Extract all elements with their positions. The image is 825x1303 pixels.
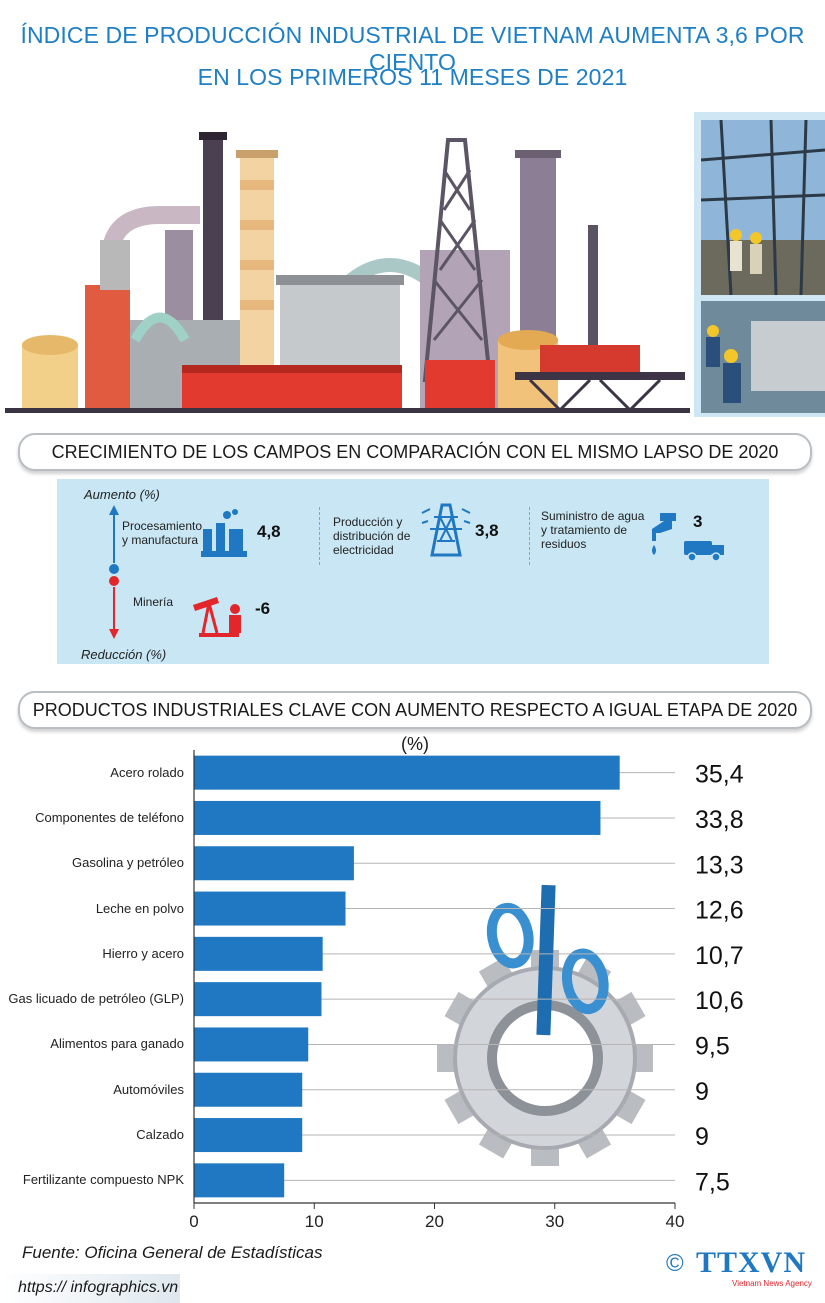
field-electricity-name-2: distribución de [333, 529, 411, 543]
value-label: 10,7 [695, 942, 744, 970]
growth-panel: Aumento (%) Reducción (%) Procesamiento … [57, 479, 769, 664]
water-tap-icon [652, 513, 676, 555]
url-band [0, 1274, 180, 1303]
field-divider [319, 507, 320, 565]
field-electricity-value: 3,8 [475, 521, 499, 540]
growth-section-heading: CRECIMIENTO DE LOS CAMPOS EN COMPARACIÓN… [18, 433, 812, 471]
power-tower-icon [421, 503, 471, 557]
field-water-name-3: residuos [541, 537, 587, 551]
field-electricity-name-1: Producción y [333, 515, 403, 529]
page-title-line2: EN LOS PRIMEROS 11 MESES DE 2021 [197, 64, 628, 90]
value-label: 10,6 [695, 987, 744, 1015]
value-label: 35,4 [695, 761, 744, 789]
ttxvn-logo-sub: Vietnam News Agency [732, 1279, 812, 1288]
source-note: Fuente: Oficina General de Estadísticas [22, 1243, 323, 1262]
field-water-name-1: Suministro de agua [541, 509, 645, 523]
power-station-photo [701, 120, 825, 295]
bar [194, 755, 620, 790]
copyright-symbol: © [666, 1250, 684, 1277]
field-water-name-2: y tratamiento de [541, 523, 628, 537]
products-section-heading: PRODUCTOS INDUSTRIALES CLAVE CON AUMENTO… [18, 691, 812, 754]
bar [194, 1027, 309, 1062]
field-manufacturing-name-1: Procesamiento [122, 519, 203, 533]
bar [194, 1163, 285, 1198]
industrial-plant-illustration [5, 132, 690, 413]
field-mining-value: -6 [255, 599, 271, 618]
value-label: 7,5 [695, 1168, 730, 1196]
value-label: 12,6 [695, 897, 744, 925]
value-label: 9 [695, 1123, 709, 1151]
field-manufacturing-value: 4,8 [257, 522, 281, 541]
bar [194, 936, 323, 971]
bar [194, 800, 601, 835]
value-label: 9 [695, 1078, 709, 1106]
field-divider [529, 507, 530, 565]
x-tick-label: 10 [305, 1212, 324, 1231]
footer-url[interactable]: https:// infographics.vn [18, 1279, 179, 1296]
x-tick-label: 30 [545, 1212, 564, 1231]
gear-percent-illustration [437, 884, 653, 1166]
ttxvn-logo: TTXVN [696, 1246, 807, 1279]
value-label: 13,3 [695, 851, 744, 879]
increase-label: Aumento (%) [84, 487, 160, 502]
value-label: 33,8 [695, 806, 744, 834]
field-manufacturing-name-2: y manufactura [122, 533, 199, 547]
water-truck-icon [684, 541, 724, 562]
bar [194, 982, 322, 1017]
bar [194, 1072, 303, 1107]
x-tick-label: 20 [425, 1212, 444, 1231]
decrease-label: Reducción (%) [81, 647, 167, 662]
bar [194, 891, 346, 926]
factory-workers-photo [701, 301, 825, 413]
value-label: 9,5 [695, 1032, 730, 1060]
bar [194, 1118, 303, 1153]
oil-pump-icon [193, 597, 241, 637]
field-mining-name: Minería [133, 595, 174, 609]
page-title-line1: ÍNDICE DE PRODUCCIÓN INDUSTRIAL DE VIETN… [20, 22, 805, 75]
factory-icon [201, 509, 247, 557]
x-tick-label: 40 [666, 1212, 685, 1231]
field-water-value: 3 [693, 512, 703, 531]
growth-axis-arrow [109, 505, 119, 639]
field-electricity-name-3: electricidad [333, 543, 394, 557]
bar [194, 846, 354, 881]
x-tick-label: 0 [189, 1212, 198, 1231]
